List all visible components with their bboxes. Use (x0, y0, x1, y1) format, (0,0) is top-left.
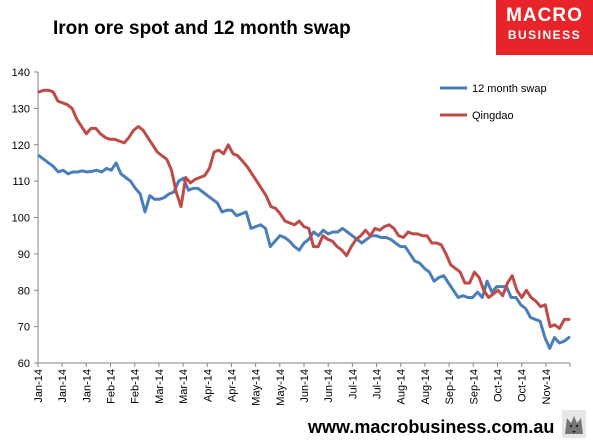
brand-logo: MACRO BUSINESS (496, 0, 593, 55)
x-tick-label: Feb-14 (106, 369, 118, 404)
x-tick-label: Nov-14 (541, 369, 553, 404)
x-tick-label: Mar-14 (178, 369, 190, 404)
y-tick-label: 120 (12, 140, 30, 152)
x-tick-label: Jun-14 (299, 369, 311, 403)
series-line-qingdao (37, 88, 571, 330)
y-tick-label: 110 (12, 176, 30, 188)
x-tick-label: Oct-14 (492, 369, 504, 402)
x-tick-label: Mar-14 (154, 369, 166, 404)
x-tick-label: Sep-14 (468, 369, 480, 404)
wolf-icon (562, 410, 586, 438)
x-tick-label: May-14 (251, 369, 263, 406)
y-tick-label: 100 (12, 213, 30, 225)
y-tick-label: 70 (18, 322, 30, 334)
y-tick-label: 80 (18, 285, 30, 297)
x-tick-label: Jul-14 (347, 369, 359, 399)
x-tick-label: Feb-14 (130, 369, 142, 404)
logo-line-1: MACRO (506, 5, 583, 26)
x-tick-label: Apr-14 (202, 369, 214, 402)
chart-title: Iron ore spot and 12 month swap (53, 18, 351, 39)
legend-label: 12 month swap (472, 83, 547, 95)
x-tick-label: Oct-14 (517, 369, 529, 402)
x-tick-label: Jan-14 (81, 369, 93, 403)
x-tick-label: May-14 (275, 369, 287, 406)
logo-line-2: BUSINESS (507, 28, 582, 42)
y-tick-label: 140 (12, 67, 30, 79)
legend-label: Qingdao (472, 110, 514, 122)
x-tick-label: Jan-14 (57, 369, 69, 403)
x-tick-label: Jan-14 (33, 369, 45, 403)
x-tick-label: Aug-14 (396, 369, 408, 404)
x-tick-label: Jun-14 (323, 369, 335, 403)
x-tick-label: Aug-14 (420, 369, 432, 404)
x-tick-label: Apr-14 (226, 369, 238, 402)
y-tick-label: 60 (18, 358, 30, 370)
website-url[interactable]: www.macrobusiness.com.au (308, 417, 555, 437)
x-tick-label: Jul-14 (372, 369, 384, 399)
series-line-12-month-swap (37, 154, 571, 350)
y-tick-label: 130 (12, 103, 30, 115)
y-tick-label: 90 (18, 249, 30, 261)
x-tick-label: Sep-14 (444, 369, 456, 404)
